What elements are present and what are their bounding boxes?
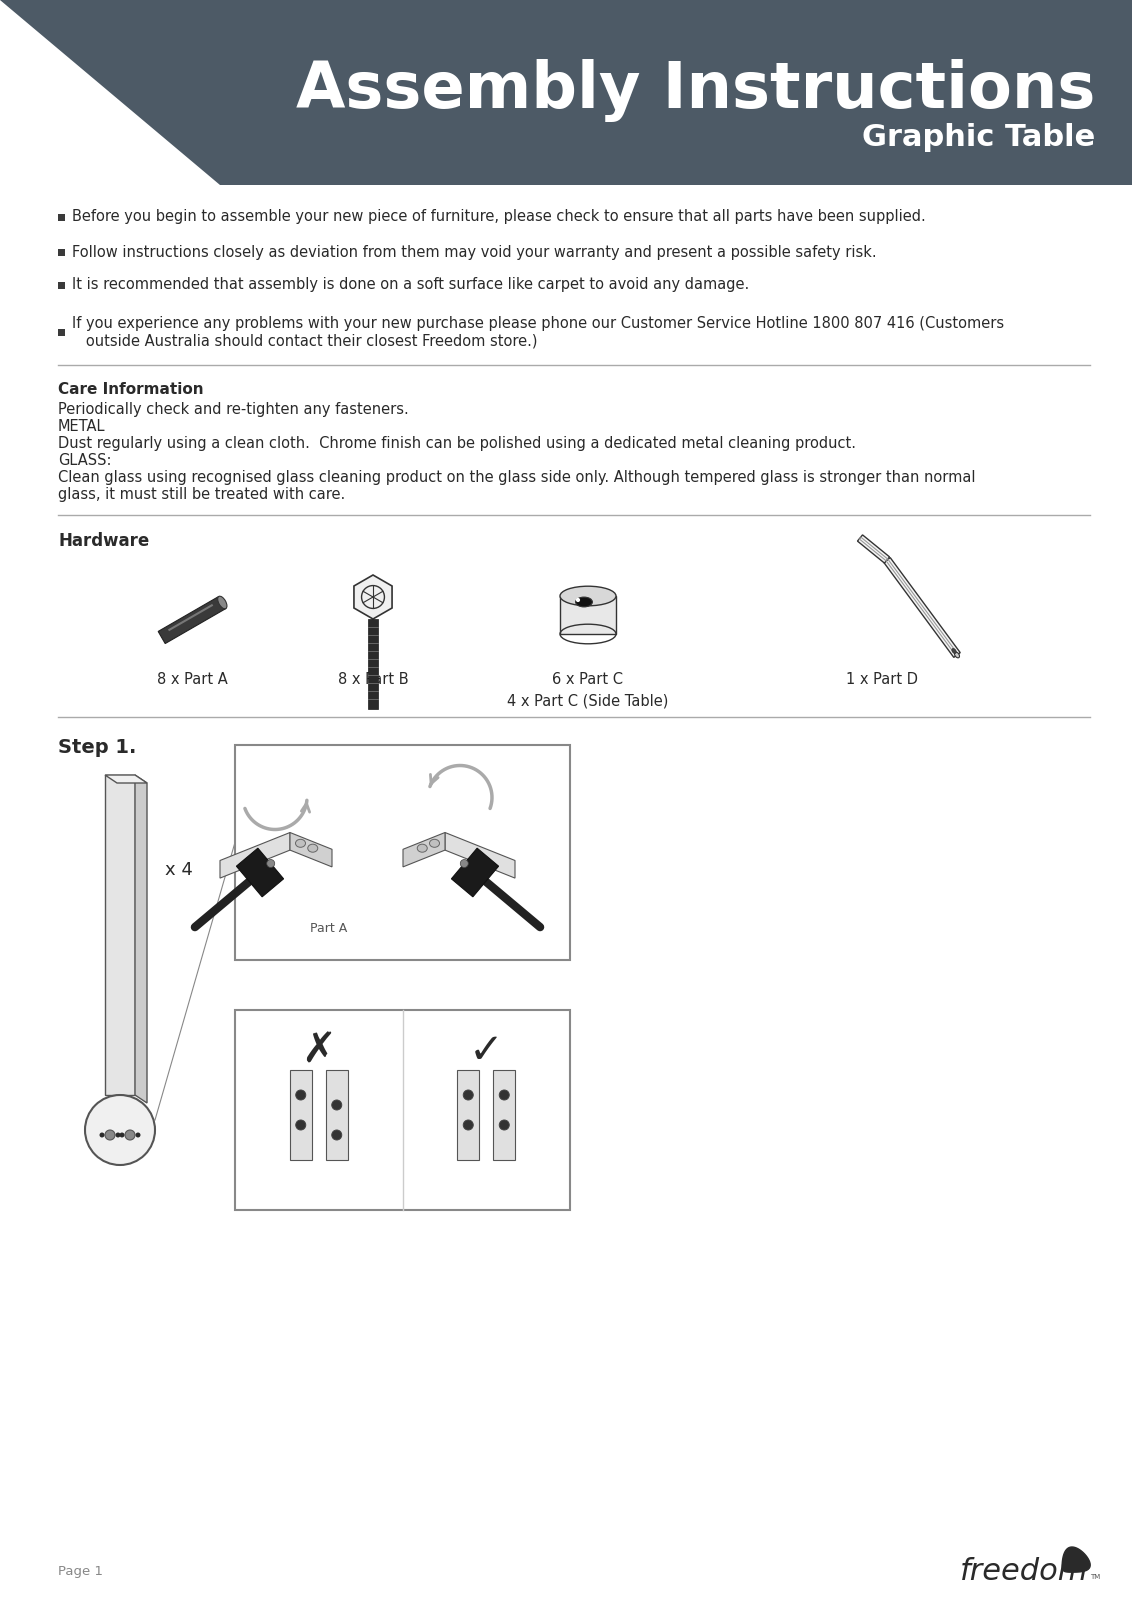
Polygon shape (452, 848, 498, 898)
Text: Follow instructions closely as deviation from them may void your warranty and pr: Follow instructions closely as deviation… (72, 245, 876, 259)
Ellipse shape (418, 845, 427, 853)
Text: It is recommended that assembly is done on a soft surface like carpet to avoid a: It is recommended that assembly is done … (72, 277, 749, 293)
Text: Clean glass using recognised glass cleaning product on the glass side only. Alth: Clean glass using recognised glass clean… (58, 470, 976, 485)
Polygon shape (0, 0, 1132, 186)
Polygon shape (457, 1070, 479, 1160)
Text: ✓: ✓ (469, 1030, 504, 1072)
Text: Periodically check and re-tighten any fasteners.: Periodically check and re-tighten any fa… (58, 402, 409, 418)
Circle shape (332, 1101, 342, 1110)
Ellipse shape (576, 598, 580, 602)
Circle shape (463, 1120, 473, 1130)
Circle shape (499, 1120, 509, 1130)
Text: 8 x Part A: 8 x Part A (156, 672, 228, 686)
Text: ✗: ✗ (301, 1030, 336, 1072)
Polygon shape (0, 0, 220, 405)
Circle shape (463, 1090, 473, 1101)
Polygon shape (884, 558, 960, 658)
Polygon shape (158, 597, 225, 643)
Polygon shape (235, 1010, 571, 1210)
Polygon shape (135, 774, 147, 1102)
Polygon shape (326, 1070, 348, 1160)
Text: METAL: METAL (58, 419, 105, 434)
Text: Dust regularly using a clean cloth.  Chrome finish can be polished using a dedic: Dust regularly using a clean cloth. Chro… (58, 435, 856, 451)
Text: Care Information: Care Information (58, 382, 204, 397)
Polygon shape (58, 248, 65, 256)
Polygon shape (560, 595, 616, 634)
Ellipse shape (217, 597, 226, 610)
Polygon shape (235, 746, 571, 960)
Circle shape (105, 1130, 115, 1139)
Ellipse shape (429, 840, 439, 848)
Polygon shape (403, 832, 445, 867)
Circle shape (332, 1130, 342, 1139)
Circle shape (461, 859, 469, 867)
Polygon shape (354, 574, 392, 619)
Text: freedom: freedom (960, 1557, 1089, 1587)
Polygon shape (368, 619, 378, 709)
Text: 1 x Part D: 1 x Part D (846, 672, 918, 686)
Text: If you experience any problems with your new purchase please phone our Customer : If you experience any problems with your… (72, 315, 1004, 349)
Circle shape (115, 1133, 120, 1138)
Circle shape (120, 1133, 125, 1138)
Text: Before you begin to assemble your new piece of furniture, please check to ensure: Before you begin to assemble your new pi… (72, 210, 926, 224)
Circle shape (295, 1090, 306, 1101)
Ellipse shape (308, 845, 318, 853)
Circle shape (361, 586, 385, 608)
Polygon shape (1062, 1547, 1090, 1573)
Polygon shape (220, 832, 290, 878)
Circle shape (100, 1133, 104, 1138)
Polygon shape (105, 774, 147, 782)
Polygon shape (58, 282, 65, 288)
Polygon shape (290, 832, 332, 867)
Ellipse shape (575, 597, 592, 606)
Polygon shape (494, 1070, 515, 1160)
Text: Page 1: Page 1 (58, 1565, 103, 1579)
Polygon shape (445, 832, 515, 878)
Polygon shape (58, 213, 65, 221)
Circle shape (295, 1120, 306, 1130)
Polygon shape (857, 534, 890, 563)
Text: x 4: x 4 (165, 861, 192, 878)
Text: Step 1.: Step 1. (58, 738, 136, 757)
Ellipse shape (560, 586, 616, 606)
Ellipse shape (954, 653, 960, 658)
Polygon shape (290, 1070, 311, 1160)
Circle shape (136, 1133, 140, 1138)
Text: Assembly Instructions: Assembly Instructions (295, 59, 1095, 122)
Ellipse shape (952, 648, 957, 653)
Polygon shape (105, 774, 135, 1094)
Text: Part A: Part A (310, 922, 348, 934)
Polygon shape (237, 848, 284, 898)
Text: Graphic Table: Graphic Table (861, 123, 1095, 152)
Polygon shape (58, 328, 65, 336)
Circle shape (499, 1090, 509, 1101)
Circle shape (267, 859, 275, 867)
Text: TM: TM (1090, 1574, 1100, 1581)
Text: 8 x Part B: 8 x Part B (337, 672, 409, 686)
Text: 6 x Part C
4 x Part C (Side Table): 6 x Part C 4 x Part C (Side Table) (507, 672, 669, 707)
Ellipse shape (295, 840, 306, 848)
Circle shape (85, 1094, 155, 1165)
Text: glass, it must still be treated with care.: glass, it must still be treated with car… (58, 486, 345, 502)
Text: Hardware: Hardware (58, 531, 149, 550)
Circle shape (125, 1130, 135, 1139)
Text: GLASS:: GLASS: (58, 453, 111, 467)
